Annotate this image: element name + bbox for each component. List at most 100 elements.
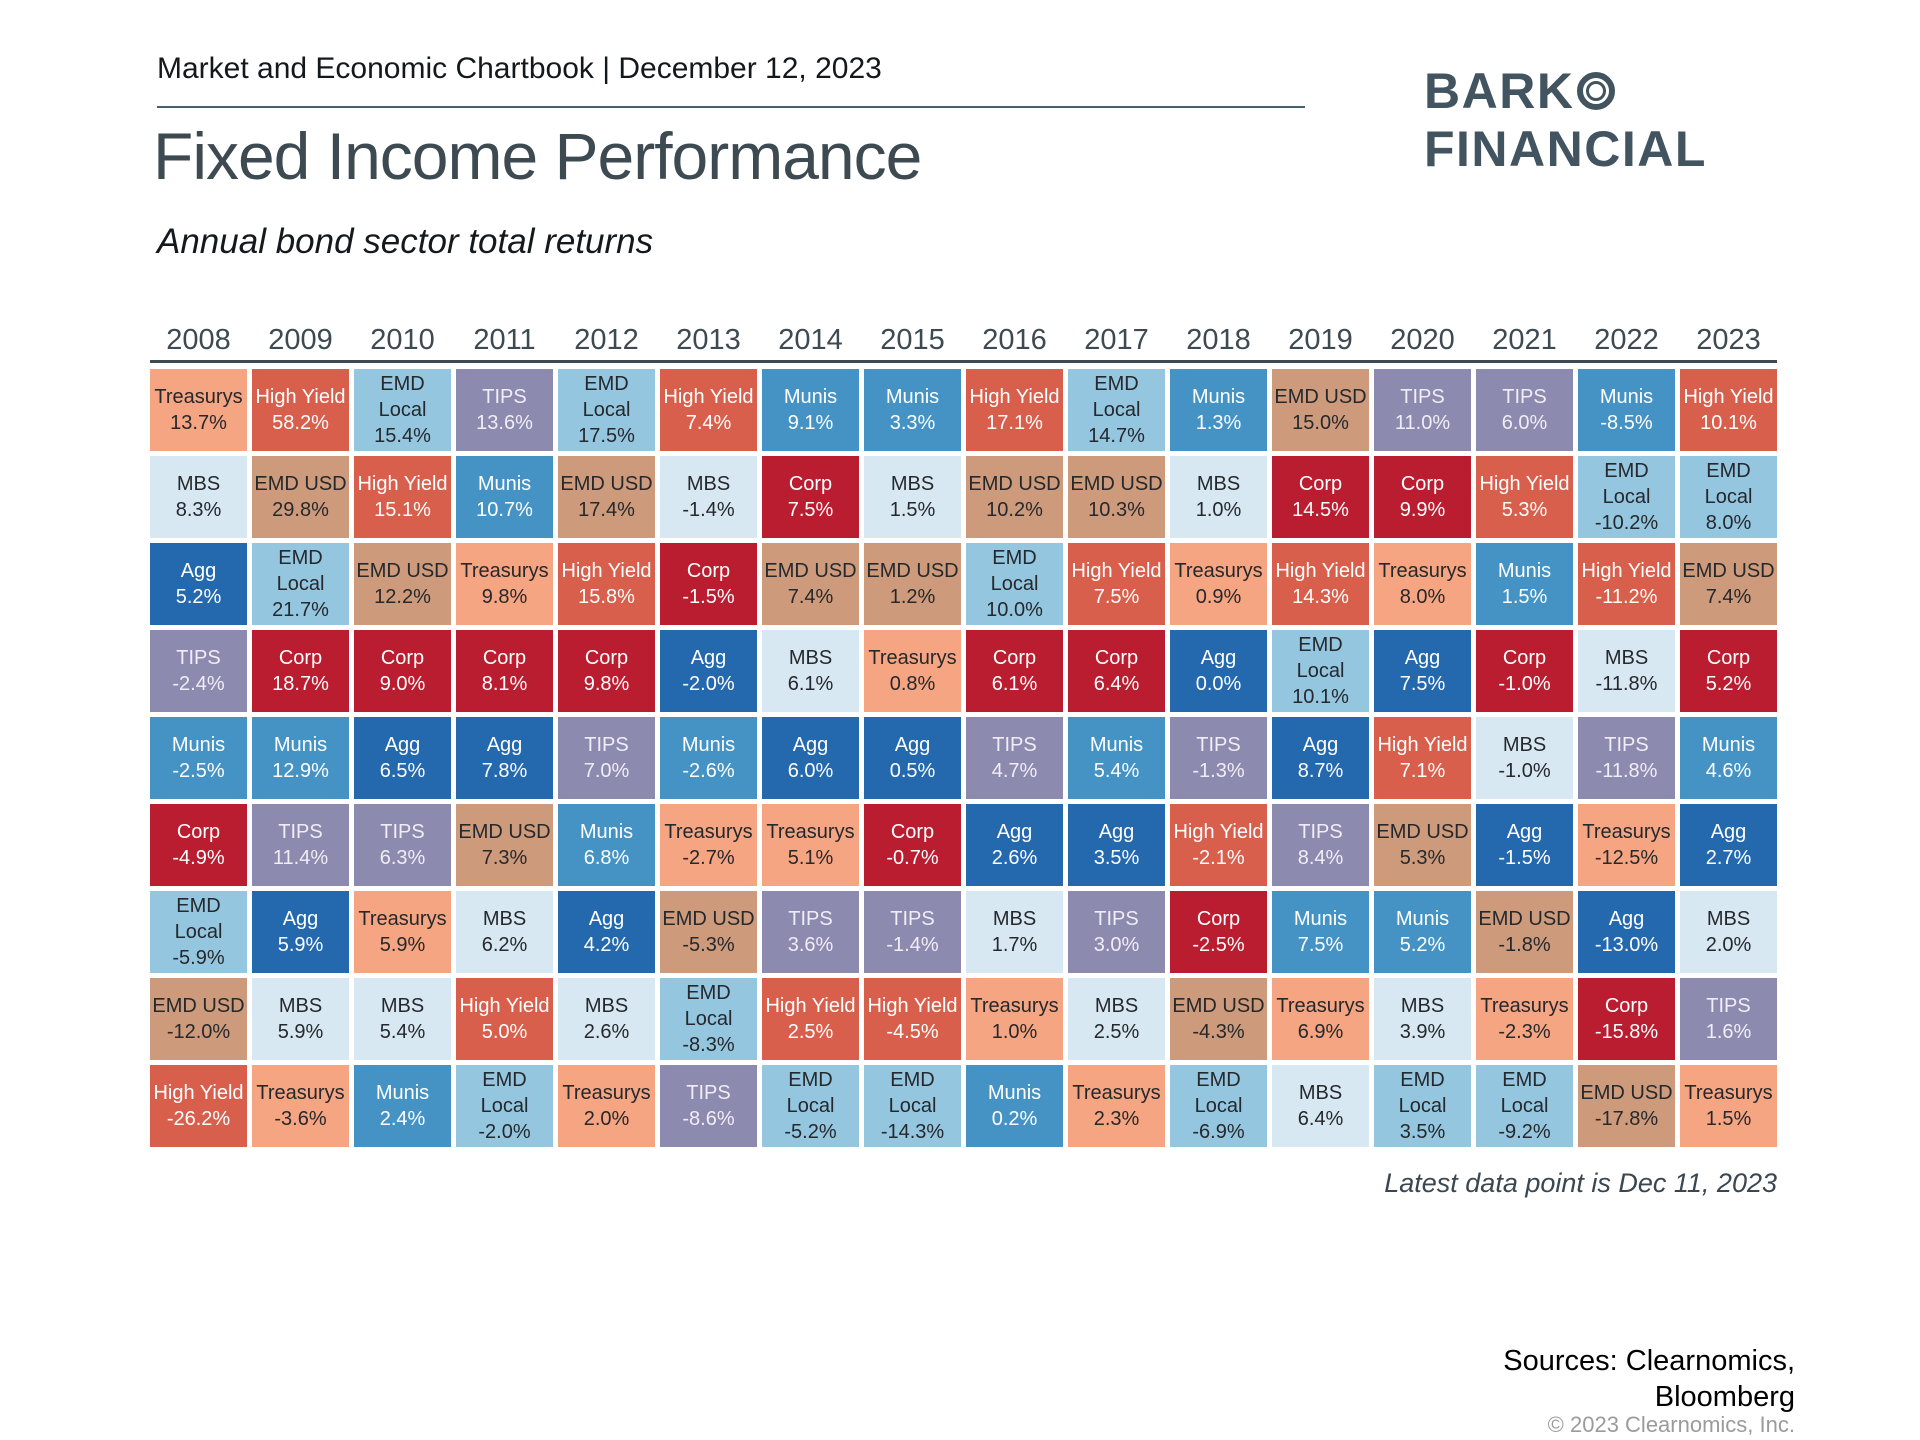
sector-label: MBS	[686, 473, 731, 495]
sector-label: TIPS	[992, 734, 1037, 756]
return-cell-2008-rank8: EMD USD -12.0%	[150, 978, 247, 1060]
year-header-row: 2008 2009 2010 2011 2012 2013 2014 2015 2016 2017…	[150, 324, 1777, 357]
sector-label: MBS	[1196, 473, 1241, 495]
return-value: 17.5%	[578, 425, 635, 447]
sector-label: Treasurys	[868, 647, 957, 669]
sector-label: Treasurys	[460, 560, 549, 582]
return-cell-2012-rank5: TIPS 7.0%	[558, 717, 655, 799]
year-label: 2021	[1492, 324, 1557, 356]
return-cell-2013-rank1: High Yield 7.4%	[660, 369, 757, 451]
return-cell-2023-rank6: Agg 2.7%	[1680, 804, 1777, 886]
return-cell-2015-rank8: High Yield -4.5%	[864, 978, 961, 1060]
return-value: 18.7%	[272, 673, 329, 695]
return-value: 13.7%	[170, 412, 227, 434]
return-value: -17.8%	[1594, 1108, 1659, 1130]
sector-label: Munis	[579, 821, 634, 843]
sector-label: Treasurys	[1072, 1082, 1161, 1104]
sector-label: MBS	[380, 995, 425, 1017]
return-value: 2.0%	[1705, 934, 1752, 956]
year-label: 2008	[166, 324, 231, 356]
return-cell-2013-rank8: EMD Local -8.3%	[660, 978, 757, 1060]
sector-label: TIPS	[788, 908, 833, 930]
return-cell-2023-rank2: EMD Local 8.0%	[1680, 456, 1777, 538]
sector-label: EMD Local	[1296, 634, 1345, 682]
sector-label: Corp	[890, 821, 935, 843]
sector-label: Agg	[996, 821, 1033, 843]
table-top-rule	[150, 360, 1777, 363]
sector-label: EMD USD	[356, 560, 449, 582]
return-value: -1.5%	[682, 586, 735, 608]
return-value: 1.5%	[889, 499, 936, 521]
return-value: -1.4%	[886, 934, 939, 956]
return-cell-2014-rank1: Munis 9.1%	[762, 369, 859, 451]
logo-line-1: BARK	[1424, 62, 1707, 120]
sector-label: Munis	[1191, 386, 1246, 408]
return-cell-2013-rank5: Munis -2.6%	[660, 717, 757, 799]
return-value: -9.2%	[1498, 1121, 1551, 1143]
sector-label: Corp	[1094, 647, 1139, 669]
return-cell-2010-rank7: Treasurys 5.9%	[354, 891, 451, 973]
sector-label: EMD USD	[152, 995, 245, 1017]
return-value: -2.5%	[172, 760, 225, 782]
return-value: 9.8%	[583, 673, 630, 695]
return-value: 1.6%	[1705, 1021, 1752, 1043]
return-cell-2008-rank3: Agg 5.2%	[150, 543, 247, 625]
sources-text: Sources: Clearnomics, Bloomberg	[1503, 1344, 1795, 1416]
sector-label: EMD USD	[968, 473, 1061, 495]
sector-label: Treasurys	[1378, 560, 1467, 582]
sector-label: EMD Local	[990, 547, 1039, 595]
return-value: 4.6%	[1705, 760, 1752, 782]
return-cell-2019-rank4: EMD Local 10.1%	[1272, 630, 1369, 712]
return-cell-2016-rank3: EMD Local 10.0%	[966, 543, 1063, 625]
sector-label: Corp	[1196, 908, 1241, 930]
return-cell-2019-rank1: EMD USD 15.0%	[1272, 369, 1369, 451]
return-value: -8.6%	[682, 1108, 735, 1130]
return-cell-2017-rank1: EMD Local 14.7%	[1068, 369, 1165, 451]
return-cell-2008-rank5: Munis -2.5%	[150, 717, 247, 799]
return-value: 1.0%	[991, 1021, 1038, 1043]
return-cell-2016-rank7: MBS 1.7%	[966, 891, 1063, 973]
sector-label: Munis	[477, 473, 532, 495]
return-cell-2012-rank2: EMD USD 17.4%	[558, 456, 655, 538]
return-cell-2018-rank1: Munis 1.3%	[1170, 369, 1267, 451]
return-cell-2008-rank7: EMD Local -5.9%	[150, 891, 247, 973]
sector-label: Treasurys	[1582, 821, 1671, 843]
return-cell-2019-rank8: Treasurys 6.9%	[1272, 978, 1369, 1060]
return-value: 17.4%	[578, 499, 635, 521]
return-cell-2021-rank5: MBS -1.0%	[1476, 717, 1573, 799]
return-cell-2023-rank4: Corp 5.2%	[1680, 630, 1777, 712]
return-value: 3.6%	[787, 934, 834, 956]
sector-label: Treasurys	[154, 386, 243, 408]
sector-label: TIPS	[1502, 386, 1547, 408]
sector-label: EMD USD	[1580, 1082, 1673, 1104]
return-value: -8.5%	[1600, 412, 1653, 434]
return-cell-2013-rank2: MBS -1.4%	[660, 456, 757, 538]
return-cell-2011-rank6: EMD USD 7.3%	[456, 804, 553, 886]
sector-label: MBS	[788, 647, 833, 669]
year-label: 2015	[880, 324, 945, 356]
sector-label: Corp	[482, 647, 527, 669]
sector-label: Corp	[278, 647, 323, 669]
return-value: -2.0%	[682, 673, 735, 695]
return-cell-2008-rank4: TIPS -2.4%	[150, 630, 247, 712]
return-value: -2.7%	[682, 847, 735, 869]
return-cell-2017-rank2: EMD USD 10.3%	[1068, 456, 1165, 538]
return-value: 6.1%	[991, 673, 1038, 695]
return-value: 8.1%	[481, 673, 528, 695]
sector-label: High Yield	[459, 995, 550, 1017]
return-value: 4.2%	[583, 934, 630, 956]
return-value: 1.5%	[1501, 586, 1548, 608]
return-cell-2018-rank8: EMD USD -4.3%	[1170, 978, 1267, 1060]
sector-label: Treasurys	[664, 821, 753, 843]
return-value: 0.0%	[1195, 673, 1242, 695]
return-value: -2.3%	[1498, 1021, 1551, 1043]
year-label: 2018	[1186, 324, 1251, 356]
return-cell-2009-rank9: Treasurys -3.6%	[252, 1065, 349, 1147]
sector-label: EMD Local	[1500, 1069, 1549, 1117]
return-value: 6.5%	[379, 760, 426, 782]
sector-label: Agg	[1302, 734, 1339, 756]
return-value: -10.2%	[1594, 512, 1659, 534]
sector-label: TIPS	[380, 821, 425, 843]
return-cell-2016-rank5: TIPS 4.7%	[966, 717, 1063, 799]
return-cell-2022-rank4: MBS -11.8%	[1578, 630, 1675, 712]
